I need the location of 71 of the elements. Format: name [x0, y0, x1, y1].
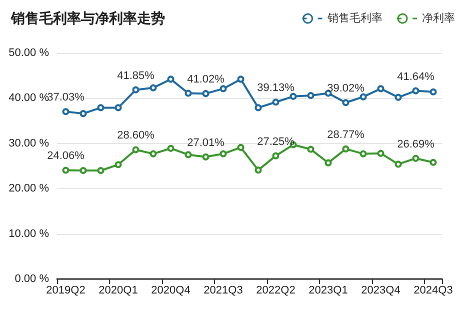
x-tick-label: 2023Q1	[308, 284, 348, 296]
point	[80, 110, 87, 118]
y-tick-label: 10.00 %	[8, 228, 50, 240]
point	[430, 88, 437, 96]
point	[62, 166, 70, 174]
point	[202, 153, 210, 160]
point	[150, 150, 157, 158]
data-label: 41.02%	[187, 74, 225, 86]
point	[254, 166, 262, 174]
point	[307, 146, 314, 153]
point	[132, 146, 140, 154]
point	[360, 150, 367, 158]
point	[342, 145, 350, 152]
x-tick-label: 2020Q4	[151, 284, 190, 296]
y-tick-label: 50.00 %	[8, 47, 50, 59]
data-label: 27.25%	[257, 136, 295, 148]
point	[114, 104, 122, 112]
x-tick-label: 2024Q3	[414, 284, 453, 296]
point	[167, 144, 174, 152]
y-tick-label: 20.00 %	[8, 182, 50, 195]
point	[360, 93, 367, 100]
data-label: 28.60%	[117, 130, 155, 142]
point	[237, 76, 244, 83]
x-tick-label: 2021Q3	[204, 284, 243, 296]
point	[377, 85, 384, 92]
x-tick-label: 2019Q2	[46, 284, 86, 296]
point	[97, 104, 104, 112]
data-label: 39.02%	[327, 82, 365, 95]
point	[62, 108, 70, 116]
point	[307, 92, 314, 99]
chart-title: 销售毛利率与净利率走势	[10, 10, 165, 26]
data-label: 26.69%	[397, 138, 435, 150]
legend-label: 销售毛利率	[326, 12, 382, 24]
point	[202, 90, 210, 98]
point	[324, 159, 332, 166]
point	[132, 86, 140, 94]
point	[394, 160, 402, 168]
data-label: 39.13%	[257, 82, 295, 94]
x-tick-label: 2022Q2	[256, 284, 296, 296]
legend-label: 净利率	[422, 12, 455, 24]
point	[272, 152, 280, 160]
point	[237, 144, 244, 151]
point	[272, 98, 280, 106]
point	[377, 150, 384, 157]
point	[184, 90, 192, 97]
point	[220, 85, 227, 92]
point	[342, 99, 350, 106]
data-label: 41.85%	[117, 70, 155, 82]
point	[430, 158, 437, 166]
x-tick-label: 2023Q4	[361, 284, 400, 296]
point	[167, 76, 174, 83]
data-label: 24.06%	[47, 150, 85, 162]
data-label: 41.64%	[397, 70, 435, 83]
data-label: 27.01%	[187, 136, 225, 149]
y-tick-label: 0.00 %	[14, 273, 50, 285]
point	[290, 92, 297, 100]
point	[80, 167, 87, 174]
point	[412, 87, 420, 94]
data-label: 37.03%	[47, 92, 85, 104]
y-tick-label: 40.00 %	[8, 92, 50, 104]
point	[114, 161, 122, 168]
point	[150, 84, 157, 92]
point	[412, 154, 420, 162]
point	[184, 151, 192, 158]
point	[254, 104, 262, 112]
point	[97, 167, 104, 174]
point	[220, 150, 227, 158]
data-label: 28.77%	[327, 128, 365, 141]
point	[394, 94, 402, 101]
y-tick-label: 30.00 %	[8, 137, 50, 150]
x-tick-label: 2020Q1	[98, 284, 138, 296]
